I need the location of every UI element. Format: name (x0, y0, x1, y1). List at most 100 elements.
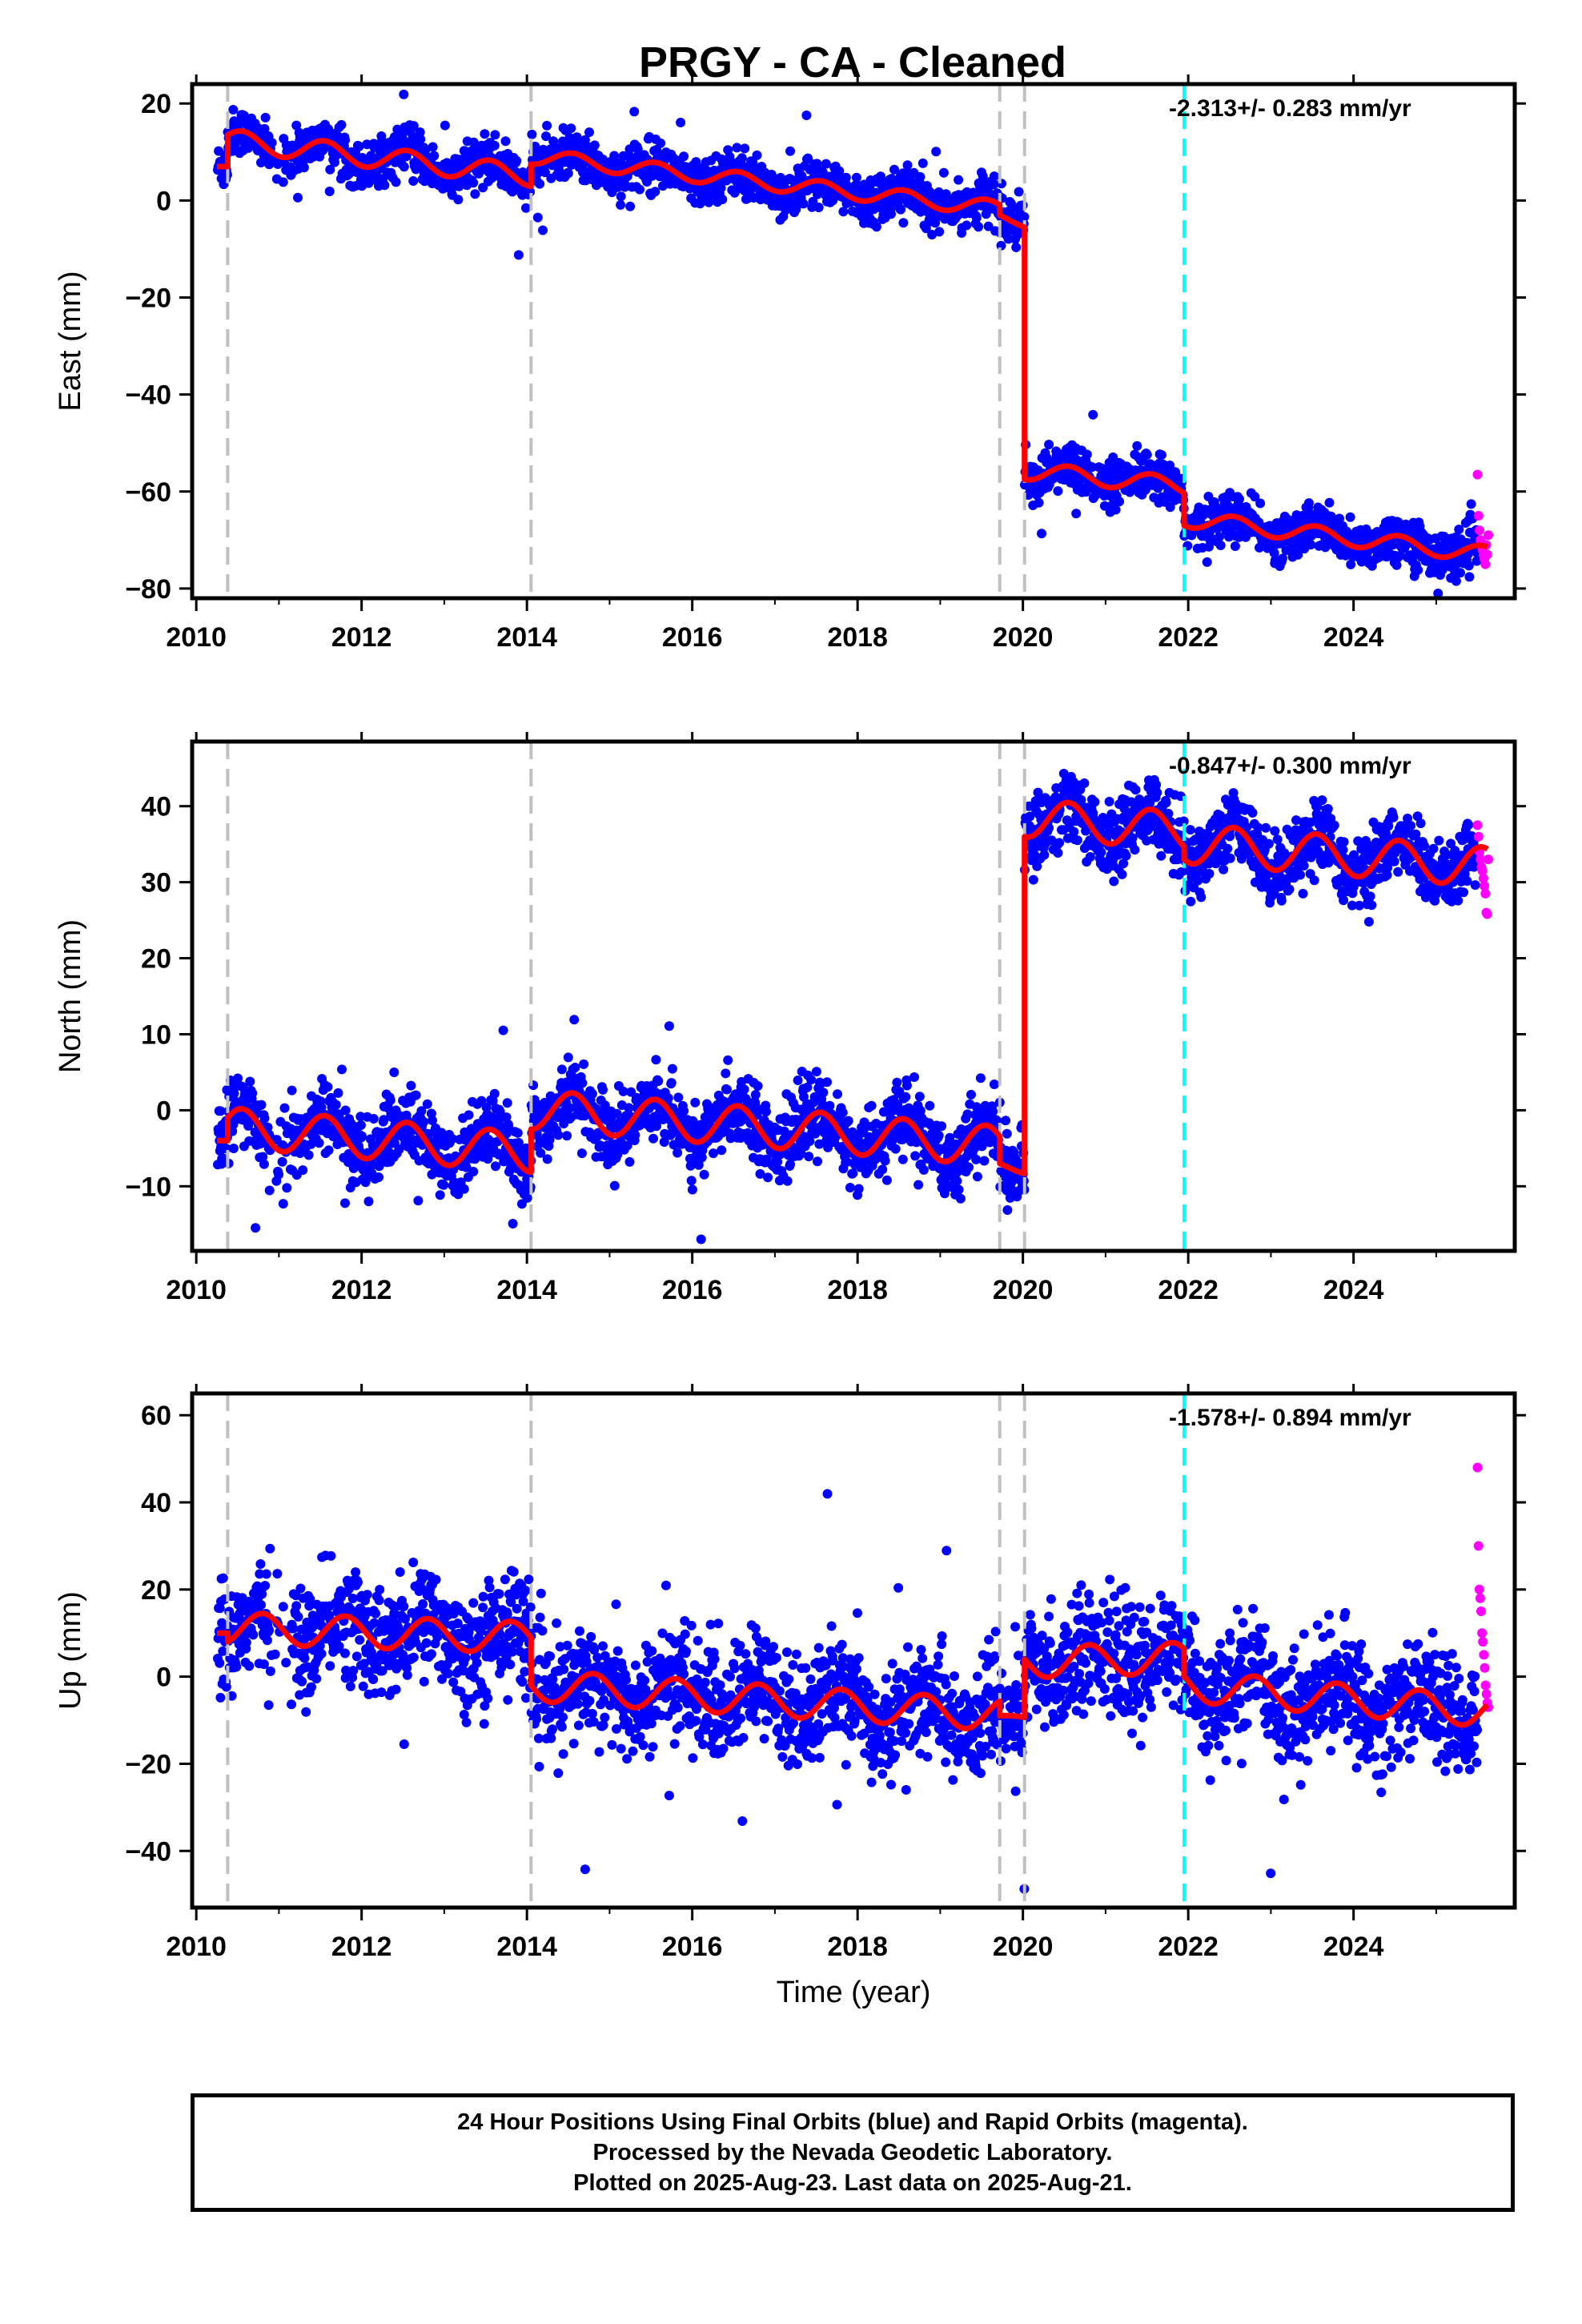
data-point (845, 1183, 855, 1192)
data-point (625, 201, 636, 211)
y-tick-label: −80 (125, 574, 171, 605)
data-point (1014, 187, 1024, 197)
y-axis-label: East (mm) (54, 271, 87, 411)
data-point (695, 199, 705, 209)
data-point (1110, 505, 1121, 515)
data-point (440, 120, 450, 131)
data-point (833, 1089, 842, 1100)
data-point (983, 221, 994, 231)
data-point (502, 1098, 512, 1108)
data-point (616, 199, 626, 210)
data-point (1466, 499, 1476, 509)
data-point (752, 150, 762, 160)
data-point (562, 1131, 572, 1141)
data-point (666, 1078, 677, 1088)
data-point (1096, 847, 1106, 858)
data-point (278, 1199, 288, 1209)
data-point (489, 140, 500, 151)
data-point (989, 1080, 999, 1089)
data-point (804, 1152, 814, 1162)
data-point (357, 1131, 367, 1141)
data-point (687, 1184, 697, 1195)
data-point (609, 151, 620, 161)
data-point (598, 1084, 608, 1095)
data-point (822, 1077, 832, 1088)
data-point (413, 1196, 424, 1206)
data-point (937, 1121, 947, 1132)
data-point (871, 222, 881, 232)
data-point (739, 1084, 749, 1095)
x-tick-label: 2022 (1158, 622, 1219, 653)
data-point (1196, 892, 1207, 903)
data-point (587, 1088, 597, 1099)
data-point (439, 1180, 449, 1190)
data-point (490, 130, 500, 140)
data-point (848, 1168, 858, 1179)
x-tick-label: 2018 (827, 622, 888, 653)
data-point (1037, 529, 1046, 539)
data-point (699, 1169, 709, 1180)
data-point (841, 172, 851, 183)
data-point (962, 220, 972, 231)
data-point (298, 1165, 308, 1176)
data-point (399, 162, 409, 172)
data-point (1345, 512, 1355, 522)
data-point (1002, 1128, 1012, 1139)
data-point (1185, 825, 1195, 835)
data-point (722, 1084, 732, 1095)
data-point (909, 1072, 919, 1082)
data-point (853, 1184, 864, 1194)
plot-area (213, 742, 1493, 1264)
y-tick-label: 20 (141, 89, 171, 119)
data-point (750, 1090, 761, 1100)
data-point (1215, 532, 1224, 542)
data-point (1324, 497, 1335, 508)
data-point (303, 1150, 314, 1160)
data-point (1132, 440, 1142, 451)
data-point (1165, 609, 1174, 618)
data-point (408, 176, 419, 186)
data-point (818, 1088, 829, 1098)
data-point (629, 107, 640, 117)
data-point (325, 164, 335, 175)
data-point (1335, 513, 1344, 524)
data-point (1161, 798, 1171, 808)
data-point (459, 1184, 469, 1194)
data-point (876, 171, 885, 182)
data-point (813, 203, 824, 212)
data-point (1156, 850, 1166, 861)
data-point (1215, 541, 1226, 550)
data-point (942, 1254, 952, 1264)
data-point (673, 1148, 683, 1158)
data-point (851, 172, 861, 183)
data-point (676, 118, 686, 127)
data-point (1109, 876, 1119, 887)
data-point (1152, 787, 1162, 798)
data-point (428, 142, 438, 152)
data-point (544, 1135, 555, 1145)
data-point (1090, 797, 1100, 807)
data-point (1278, 553, 1287, 564)
data-point (1130, 845, 1140, 855)
data-point (679, 1106, 689, 1116)
data-point (1235, 494, 1244, 505)
data-point (877, 1164, 888, 1175)
data-point (513, 250, 524, 260)
rapid-data-point (1475, 525, 1484, 536)
final-orbit-points (213, 769, 1482, 1264)
y-tick-label: −20 (125, 283, 171, 313)
data-point (256, 1100, 267, 1110)
data-point (630, 1130, 640, 1140)
data-point (576, 1148, 587, 1159)
data-point (753, 1081, 763, 1092)
data-point (1079, 778, 1090, 788)
data-point (914, 1092, 925, 1102)
data-point (1413, 565, 1423, 575)
data-point (821, 159, 831, 169)
data-point (542, 1154, 552, 1164)
data-point (556, 1064, 567, 1075)
data-point (416, 134, 426, 144)
data-point (470, 189, 480, 199)
data-point (274, 1169, 284, 1180)
data-point (723, 1055, 733, 1065)
